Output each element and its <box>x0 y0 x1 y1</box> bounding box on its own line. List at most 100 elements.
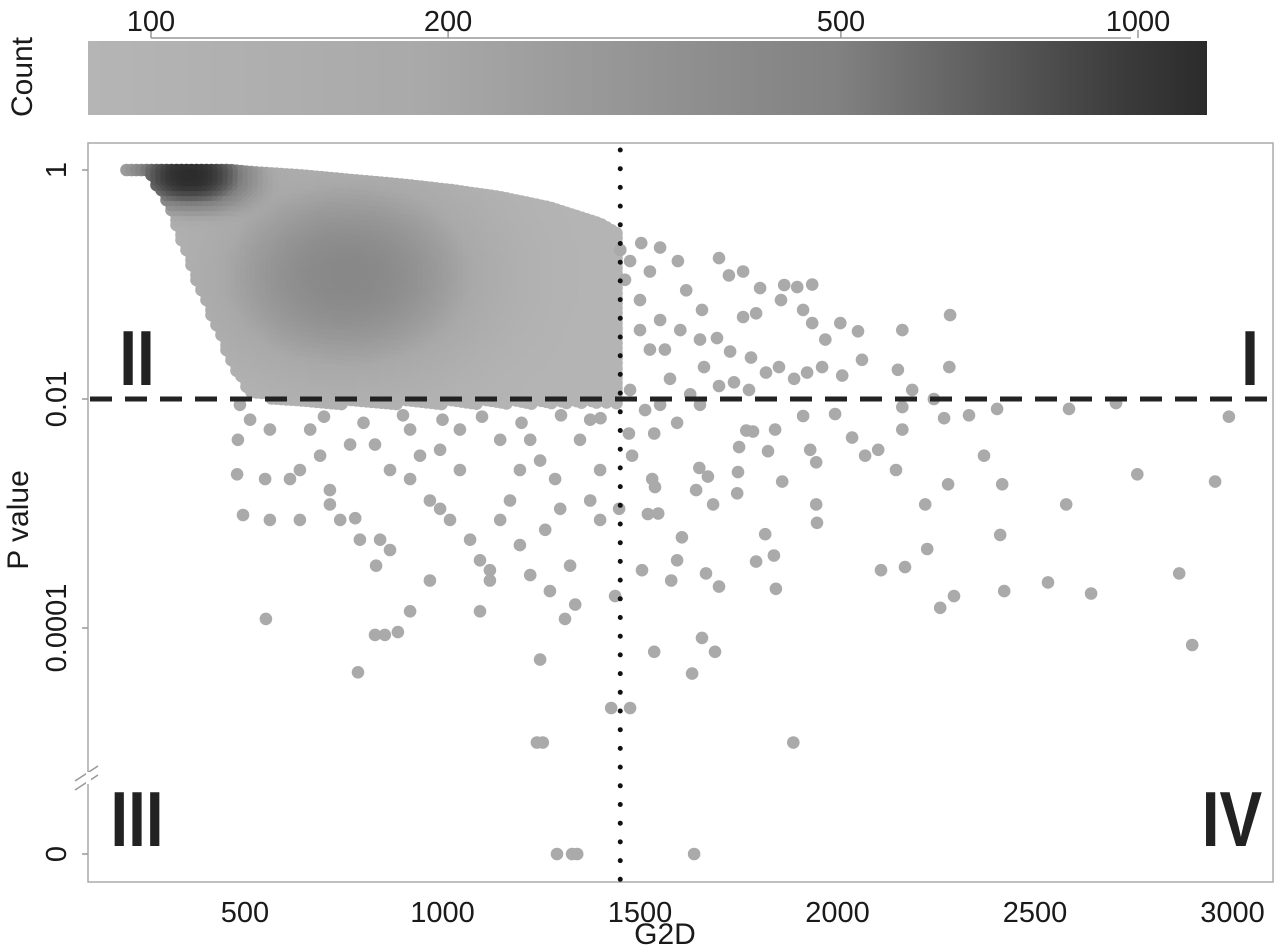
scatter-point <box>920 542 934 556</box>
scatter-point <box>353 533 367 546</box>
y-tick-label: 1 <box>41 162 73 178</box>
scatter-point <box>348 511 362 525</box>
scatter-point <box>303 423 317 436</box>
scatter-point <box>333 513 347 527</box>
scatter-point <box>554 409 568 422</box>
scatter-point <box>701 470 715 483</box>
scatter-point <box>772 360 786 374</box>
scatter-point <box>653 241 667 254</box>
scatter-point <box>634 236 648 250</box>
scatter-point <box>378 628 392 642</box>
scatter-point <box>550 847 564 861</box>
scatter-point <box>790 280 804 294</box>
scatter-point <box>283 472 297 486</box>
scatter-point <box>962 409 976 422</box>
scatter-point <box>453 423 467 436</box>
colorbar-tick-label: 1000 <box>1106 6 1171 38</box>
scatter-point <box>767 549 781 562</box>
scatter-point <box>313 449 327 463</box>
scatter-point <box>368 438 382 451</box>
scatter-point <box>712 580 726 593</box>
scatter-point <box>1041 576 1055 589</box>
scatter-point <box>396 409 410 422</box>
scatter-point <box>768 423 782 436</box>
scatter-point <box>896 323 909 337</box>
scatter-point <box>712 379 726 393</box>
scatter-point <box>943 360 956 374</box>
scatter-point <box>593 463 607 477</box>
colorbar: Count 100 200 500 1000 <box>6 6 1207 117</box>
scatter-point <box>759 366 773 379</box>
scatter-point <box>357 416 370 430</box>
scatter-point <box>835 369 849 382</box>
scatter-point <box>730 487 744 500</box>
quadrant-label-III: III <box>110 776 163 863</box>
scatter-point <box>732 440 746 454</box>
scatter-point <box>761 444 775 458</box>
scatter-point <box>679 284 693 297</box>
scatter-point <box>263 423 277 436</box>
scatter-point <box>483 563 497 577</box>
scatter-point <box>403 472 417 486</box>
scatter-point <box>643 343 657 356</box>
scatter-point <box>638 403 652 417</box>
colorbar-tick-label: 500 <box>817 6 865 38</box>
scatter-point <box>663 372 677 386</box>
scatter-point <box>548 472 562 486</box>
scatter-point <box>259 612 273 626</box>
scatter-point <box>699 567 713 580</box>
colorbar-label: Count <box>6 36 39 117</box>
scatter-point <box>687 847 701 861</box>
y-tick-label: 0.0001 <box>41 584 73 673</box>
x-tick-label: 3000 <box>1200 897 1265 929</box>
scatter-point <box>423 494 437 507</box>
scatter-point <box>905 383 919 397</box>
scatter-point <box>990 402 1004 416</box>
scatter-point <box>383 463 397 477</box>
scatter-point <box>373 533 387 546</box>
scatter-point <box>671 254 685 268</box>
colorbar-tick-label: 200 <box>424 6 472 38</box>
scatter-point <box>858 449 872 463</box>
scatter-point <box>800 366 814 379</box>
scatter-point <box>674 323 687 337</box>
scatter-point <box>563 559 577 572</box>
x-tick-label: 2000 <box>805 897 870 929</box>
scatter-point <box>697 360 711 374</box>
scatter-point <box>727 376 741 389</box>
scatter-point <box>1172 567 1186 580</box>
scatter-point <box>941 478 955 491</box>
scatter-point <box>736 265 750 278</box>
scatter-point <box>351 666 365 679</box>
scatter-point <box>1208 475 1222 488</box>
scatter-point <box>623 254 637 268</box>
scatter-point <box>369 559 383 572</box>
scatter-point <box>413 449 427 463</box>
scatter-point <box>695 303 709 317</box>
scatter-point <box>433 443 447 457</box>
scatter-point <box>473 554 487 567</box>
scatter-point <box>633 323 647 337</box>
scatter-point <box>230 468 244 481</box>
scatter-point <box>997 584 1011 598</box>
colorbar-tick-label: 100 <box>127 6 175 38</box>
scatter-point <box>323 483 337 497</box>
scatter-point <box>635 563 649 577</box>
scatter-point <box>513 538 527 552</box>
scatter-point <box>403 605 417 618</box>
scatter-point <box>777 278 791 292</box>
scatter-point <box>993 528 1007 542</box>
y-tick-label: 0.01 <box>41 371 73 427</box>
scatter-point <box>995 478 1009 491</box>
scatter-point <box>744 351 758 364</box>
scatter-point <box>706 498 720 511</box>
scatter-point <box>796 303 810 317</box>
scatter-point <box>236 508 250 522</box>
scatter-point <box>423 574 437 587</box>
scatter-point <box>1222 410 1236 424</box>
axis-break-gap <box>86 772 91 784</box>
scatter-point <box>693 333 707 346</box>
scatter-point <box>828 407 842 421</box>
scatter-point <box>805 316 819 330</box>
scatter-point <box>1131 468 1144 481</box>
